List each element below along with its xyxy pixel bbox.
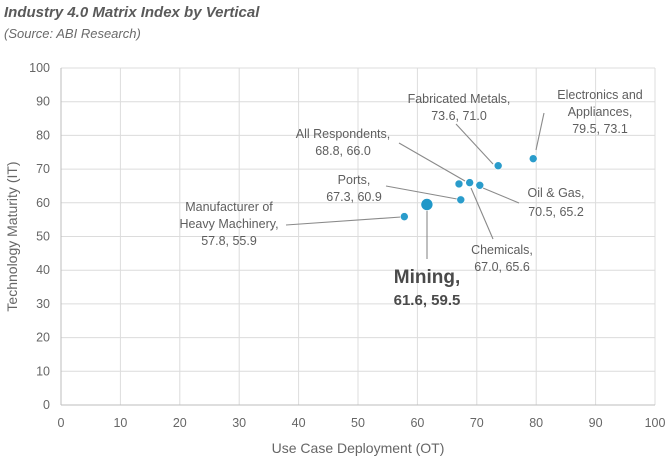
scatter-point <box>528 154 538 163</box>
point-label: 68.8, 66.0 <box>315 144 371 158</box>
y-tick-label: 0 <box>43 398 50 412</box>
y-axis-label: Technology Maturity (IT) <box>4 161 20 311</box>
point-label: 67.0, 65.6 <box>474 260 530 274</box>
point-label: 73.6, 71.0 <box>431 109 487 123</box>
scatter-point <box>465 178 474 187</box>
point-label: 70.5, 65.2 <box>528 205 584 219</box>
point-label: Heavy Machinery, <box>179 217 278 231</box>
x-tick-label: 70 <box>470 416 484 430</box>
x-tick-label: 20 <box>173 416 187 430</box>
y-tick-label: 100 <box>29 61 50 75</box>
scatter-point <box>475 180 485 190</box>
x-tick-label: 80 <box>529 416 543 430</box>
x-tick-label: 40 <box>292 416 306 430</box>
x-tick-label: 30 <box>232 416 246 430</box>
scatter-point <box>420 198 434 211</box>
point-label: Manufacturer of <box>185 200 273 214</box>
scatter-point <box>400 212 409 221</box>
y-tick-label: 60 <box>36 196 50 210</box>
x-tick-label: 10 <box>113 416 127 430</box>
scatter-point <box>454 179 464 189</box>
point-label: 57.8, 55.9 <box>201 234 257 248</box>
chart-title: Industry 4.0 Matrix Index by Vertical <box>4 4 260 21</box>
y-tick-label: 70 <box>36 162 50 176</box>
scatter-point <box>456 195 466 205</box>
x-tick-label: 100 <box>645 416 666 430</box>
point-label: Appliances, <box>568 105 633 119</box>
x-tick-label: 50 <box>351 416 365 430</box>
y-tick-label: 80 <box>36 128 50 142</box>
point-label: 67.3, 60.9 <box>326 190 382 204</box>
point-label: Ports, <box>338 173 371 187</box>
leader-line <box>482 187 520 204</box>
point-label: 79.5, 73.1 <box>572 122 628 136</box>
y-tick-label: 20 <box>36 331 50 345</box>
leader-line <box>535 112 545 151</box>
y-tick-label: 90 <box>36 95 50 109</box>
leader-line <box>455 123 494 165</box>
grid-lines <box>60 67 656 406</box>
leader-line <box>285 216 402 226</box>
y-tick-label: 40 <box>36 263 50 277</box>
point-label: 61.6, 59.5 <box>394 292 461 309</box>
x-axis-label: Use Case Deployment (OT) <box>272 440 445 456</box>
leader-line <box>470 187 494 240</box>
y-tick-label: 10 <box>36 364 50 378</box>
leader-line <box>385 185 458 200</box>
x-tick-label: 60 <box>410 416 424 430</box>
leader-line <box>398 142 466 182</box>
scatter-point <box>493 161 503 171</box>
chart-subtitle: (Source: ABI Research) <box>4 26 141 41</box>
x-tick-label: 90 <box>589 416 603 430</box>
leader-lines <box>285 112 545 259</box>
axis-ticks: 0 10 20 30 40 50 60 70 80 90 100 0 10 20 30 40 50 60 70 80 9… <box>29 61 665 430</box>
data-labels: Mining, 61.6, 59.5 Manufacturer of Heavy Ma… <box>179 88 642 309</box>
y-tick-label: 50 <box>36 230 50 244</box>
point-label: Oil & Gas, <box>528 186 585 200</box>
point-label: Electronics and <box>557 88 643 102</box>
x-tick-label: 0 <box>58 416 65 430</box>
point-label: Fabricated Metals, <box>408 92 511 106</box>
y-tick-label: 30 <box>36 297 50 311</box>
point-label: Chemicals, <box>471 243 533 257</box>
data-points <box>400 154 538 221</box>
point-label: All Respondents, <box>296 127 391 141</box>
point-label: Mining, <box>394 267 460 288</box>
